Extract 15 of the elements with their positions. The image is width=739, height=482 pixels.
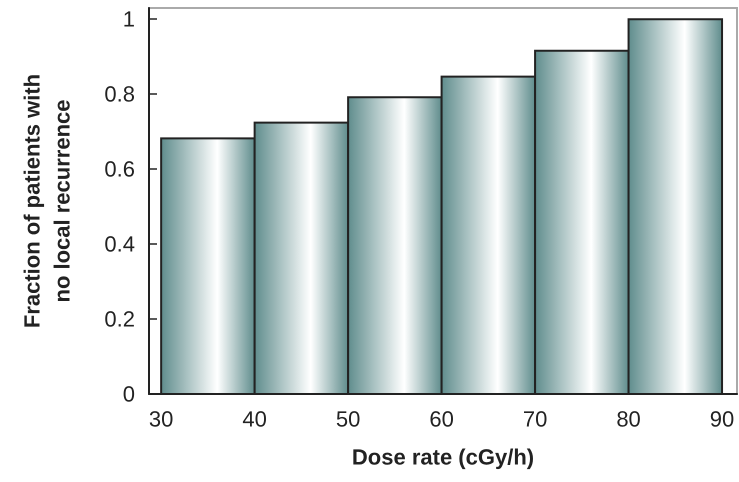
x-tick-label: 80: [616, 406, 641, 432]
y-tick-label: 1: [122, 6, 135, 32]
y-tick-label: 0: [122, 382, 135, 406]
y-tick-label: 0.6: [104, 156, 135, 182]
x-tick-label: 60: [429, 406, 454, 432]
x-tick-label: 50: [336, 406, 360, 432]
x-tick-label: 40: [242, 406, 267, 432]
x-tick-label: 90: [710, 406, 734, 432]
x-axis-title: Dose rate (cGy/h): [352, 444, 534, 470]
y-tick-label: 0.2: [104, 306, 135, 332]
x-tick-label: 30: [148, 406, 174, 432]
y-tick-label: 0.4: [104, 232, 135, 257]
y-tick-label: 0.8: [104, 82, 135, 107]
x-tick-label: 70: [522, 406, 548, 432]
y-axis-title: Fraction of patients with no local recurrence: [20, 74, 74, 328]
